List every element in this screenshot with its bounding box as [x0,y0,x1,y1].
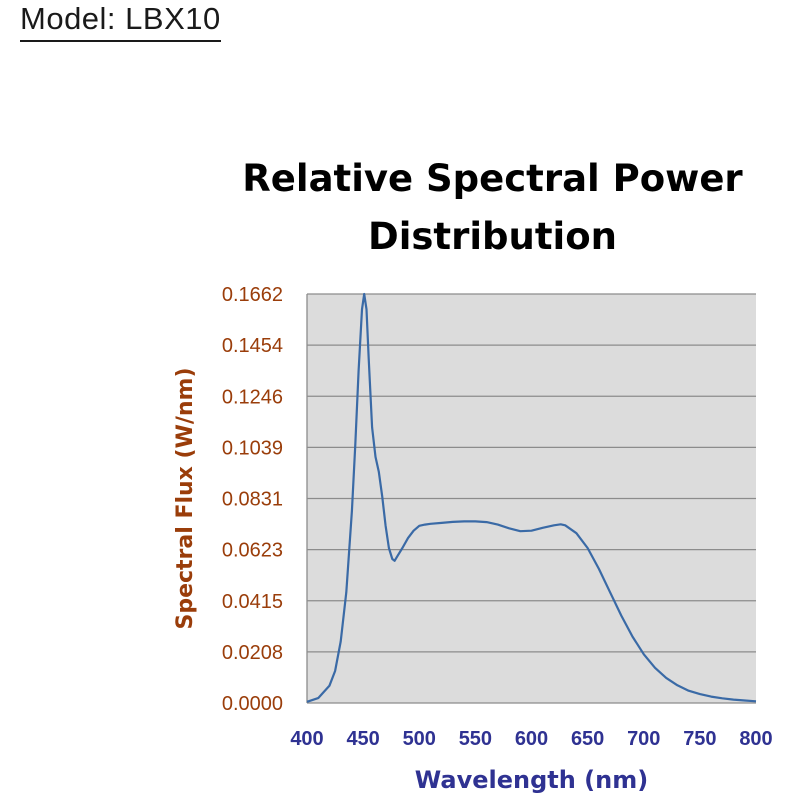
y-axis-label: Spectral Flux (W/nm) [173,367,198,629]
y-axis-ticks: 0.0000 0.0208 0.0415 0.0623 0.0831 0.1039 0.12… [222,284,283,715]
x-axis-label: Wavelength (nm) [415,766,648,794]
x-tick-label: 650 [571,728,604,750]
chart-title-line-2: Distribution [368,215,617,258]
y-tick-label: 0.0000 [222,693,283,715]
y-tick-label: 0.1039 [222,437,283,459]
y-tick-label: 0.0831 [222,489,283,511]
y-tick-label: 0.1246 [222,386,283,408]
series-line [306,292,757,703]
model-title: Model: LBX10 [20,0,221,42]
y-tick-label: 0.0208 [222,642,283,664]
x-tick-label: 400 [290,728,323,750]
y-tick-label: 0.1454 [222,335,283,357]
x-tick-label: 500 [403,728,436,750]
y-tick-label: 0.0623 [222,540,283,562]
x-tick-label: 600 [515,728,548,750]
x-axis-ticks: 400 450 500 550 600 650 700 750 800 [290,728,772,750]
x-tick-label: 450 [346,728,379,750]
x-tick-label: 550 [459,728,492,750]
chart-title-line-1: Relative Spectral Power [242,157,743,200]
x-tick-label: 750 [683,728,716,750]
chart-title: Relative Spectral Power Distribution [230,150,755,266]
x-tick-label: 800 [739,728,772,750]
y-tick-label: 0.1662 [222,284,283,306]
y-tick-label: 0.0415 [222,591,283,613]
x-tick-label: 700 [627,728,660,750]
